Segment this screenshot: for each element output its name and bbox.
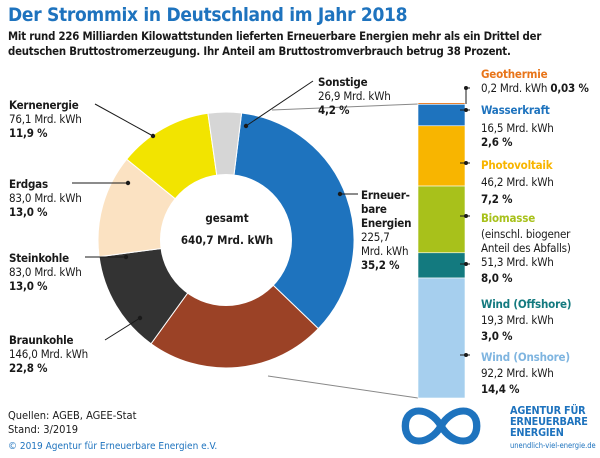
marker-dot-biomasse <box>464 214 468 218</box>
marker-dot-wind_onshore <box>464 353 468 357</box>
label-erdgas: Erdgas 83,0 Mrd. kWh 13,0 % <box>9 177 82 219</box>
bar-segment-wind_onshore <box>417 277 466 399</box>
label-photovoltaik: Photovoltaik 46,2 Mrd. kWh 7,2 % <box>481 158 554 206</box>
marker-dot-wasserkraft <box>464 108 468 112</box>
infinity-icon <box>401 407 481 445</box>
bar-segment-wasserkraft <box>417 103 466 127</box>
label-wind-offshore: Wind (Offshore) 19,3 Mrd. kWh 3,0 % <box>481 297 572 343</box>
label-geothermie: Geothermie 0,2 Mrd. kWh 0,03 % <box>481 67 589 95</box>
leader-dot-sonstige <box>243 123 249 129</box>
leader-dot-kernenergie <box>150 133 156 139</box>
marker-dot-wind_offshore <box>464 262 468 266</box>
logo-url: unendlich-viel-energie.de <box>510 441 596 450</box>
footer-stand: Stand: 3/2019 <box>8 423 79 436</box>
donut-slice-erneuerbare <box>225 112 355 330</box>
center-title: gesamt <box>205 211 249 225</box>
footer-sources: Quellen: AGEB, AGEE-Stat <box>8 409 137 422</box>
leader-dot-erdgas <box>125 180 131 186</box>
label-erneuerbare: Erneuer- bare Energien 225,7 Mrd. kWh 35… <box>361 188 412 272</box>
label-wind-onshore: Wind (Onshore) 92,2 Mrd. kWh 14,4 % <box>481 350 570 396</box>
connector-lines <box>72 80 419 399</box>
bar-segment-biomasse <box>417 185 466 254</box>
leader-line-braunkohle <box>104 317 141 341</box>
leader-line-kernenergie <box>94 103 154 137</box>
chart-subtitle: Mit rund 226 Milliarden Kilowattstunden … <box>8 30 542 58</box>
label-biomasse: Biomasse (einschl. biogener Anteil des A… <box>481 211 571 285</box>
leader-dot-erneuerbare <box>337 191 343 197</box>
footer-copyright: © 2019 Agentur für Erneuerbare Energien … <box>8 441 218 452</box>
stacked-bar <box>417 86 470 399</box>
label-braunkohle: Braunkohle 146,0 Mrd. kWh 22,8 % <box>9 333 88 375</box>
donut-center-label: gesamt 640,7 Mrd. kWh <box>175 211 279 247</box>
bar-segment-wind_offshore <box>417 252 466 279</box>
connector-line-top <box>271 103 419 111</box>
leader-dot-steinkohle <box>123 254 129 260</box>
bar-segment-photovoltaik <box>417 125 466 187</box>
infinity-icon-path <box>401 407 481 445</box>
label-sonstige: Sonstige 26,9 Mrd. kWh 4,2 % <box>318 75 391 117</box>
connector-line-bottom <box>267 375 419 399</box>
label-steinkohle: Steinkohle 83,0 Mrd. kWh 13,0 % <box>9 251 82 293</box>
label-wasserkraft: Wasserkraft 16,5 Mrd. kWh 2,6 % <box>481 103 554 149</box>
logo-text: AGENTUR FÜR ERNEUERBARE ENERGIEN <box>510 404 588 439</box>
leader-line-sonstige <box>245 80 314 127</box>
marker-dot-photovoltaik <box>464 161 468 165</box>
label-kernenergie: Kernenergie 76,1 Mrd. kWh 11,9 % <box>9 98 82 140</box>
donut-hole <box>160 174 292 306</box>
chart-title: Der Strommix in Deutschland im Jahr 2018 <box>8 4 408 26</box>
leader-dot-braunkohle <box>137 315 143 321</box>
bar-segment-geothermie <box>417 102 466 105</box>
center-value: 640,7 Mrd. kWh <box>180 233 274 247</box>
